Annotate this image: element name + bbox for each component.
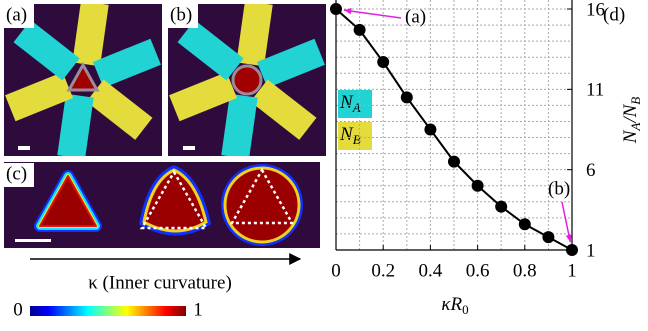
x-axis-label: κR0 xyxy=(441,294,468,317)
x-tick-label: 1 xyxy=(567,260,577,281)
label-box xyxy=(4,4,34,28)
colorbar-tick-label: 0 xyxy=(13,299,23,320)
x-tick-label: 0.6 xyxy=(466,260,490,281)
panel-label: (a) xyxy=(6,4,27,25)
x-label-subscript: 0 xyxy=(462,302,469,317)
legend-label: NA xyxy=(339,92,361,115)
data-point xyxy=(566,244,578,256)
star-arm xyxy=(250,79,317,140)
label-box xyxy=(4,163,34,187)
annotation-arrow xyxy=(343,9,402,19)
panel-label: (b) xyxy=(170,4,192,25)
data-point xyxy=(542,231,555,244)
star-arm xyxy=(236,4,273,67)
data-point xyxy=(471,179,484,192)
scale-bar xyxy=(15,239,51,242)
star-arm xyxy=(86,79,153,140)
star-arm xyxy=(169,72,238,122)
x-tick-label: 0.8 xyxy=(513,260,537,281)
legend-subscript: B xyxy=(353,132,361,147)
label-box xyxy=(168,4,198,28)
star-arm xyxy=(177,20,244,81)
y-tick-label: 16 xyxy=(586,0,605,20)
y-tick-label: 1 xyxy=(586,240,596,261)
star-arm xyxy=(92,38,161,88)
annotation: (a) xyxy=(405,6,426,27)
scale-bar xyxy=(183,146,195,150)
colorbar xyxy=(30,306,186,316)
annotation: (b) xyxy=(548,178,570,199)
y-axis-label: NA/NB xyxy=(620,97,643,145)
scale-bar xyxy=(18,146,30,150)
x-tick-label: 0.2 xyxy=(371,260,395,281)
panel-label: (d) xyxy=(603,4,625,25)
x-tick-label: 0 xyxy=(331,260,341,281)
legend-symbol: N xyxy=(339,124,354,145)
y-label-text: /N xyxy=(620,103,641,123)
panel-label: (c) xyxy=(6,163,27,184)
data-point xyxy=(377,56,390,69)
data-point xyxy=(400,91,413,104)
colorbar-tick-label: 1 xyxy=(193,299,203,320)
data-point xyxy=(424,123,437,136)
data-point xyxy=(330,3,342,15)
legend-label: NB xyxy=(339,124,361,147)
data-point xyxy=(353,23,366,36)
y-tick-label: 6 xyxy=(586,160,596,181)
data-point xyxy=(495,200,508,213)
annotation-arrowhead xyxy=(343,8,352,15)
star-arm xyxy=(72,4,109,67)
star-arm xyxy=(221,93,258,156)
star-arm xyxy=(13,20,80,81)
annotation-arrowhead xyxy=(565,234,572,243)
star-arm xyxy=(5,72,74,122)
star-arm xyxy=(256,38,325,88)
y-label-subscript: B xyxy=(628,97,643,105)
y-label-subscript: A xyxy=(628,123,643,132)
x-tick-label: 0.4 xyxy=(419,260,443,281)
star-arm xyxy=(57,93,94,156)
x-label-text: κR xyxy=(441,294,462,315)
panel-b-star xyxy=(169,4,325,156)
data-point xyxy=(518,218,531,231)
data-point xyxy=(448,155,460,168)
legend-swatch xyxy=(338,122,372,150)
center-circle xyxy=(231,64,263,96)
panel-c-shapes xyxy=(34,164,303,246)
legend-swatch xyxy=(338,90,372,118)
y-label-text: N xyxy=(620,129,641,144)
legend-symbol: N xyxy=(339,92,354,113)
y-tick-label: 11 xyxy=(586,80,604,101)
legend-subscript: A xyxy=(352,100,361,115)
panel-a-star xyxy=(5,4,161,156)
curvature-label: κ (Inner curvature) xyxy=(88,272,232,293)
center-triangle xyxy=(66,61,100,92)
